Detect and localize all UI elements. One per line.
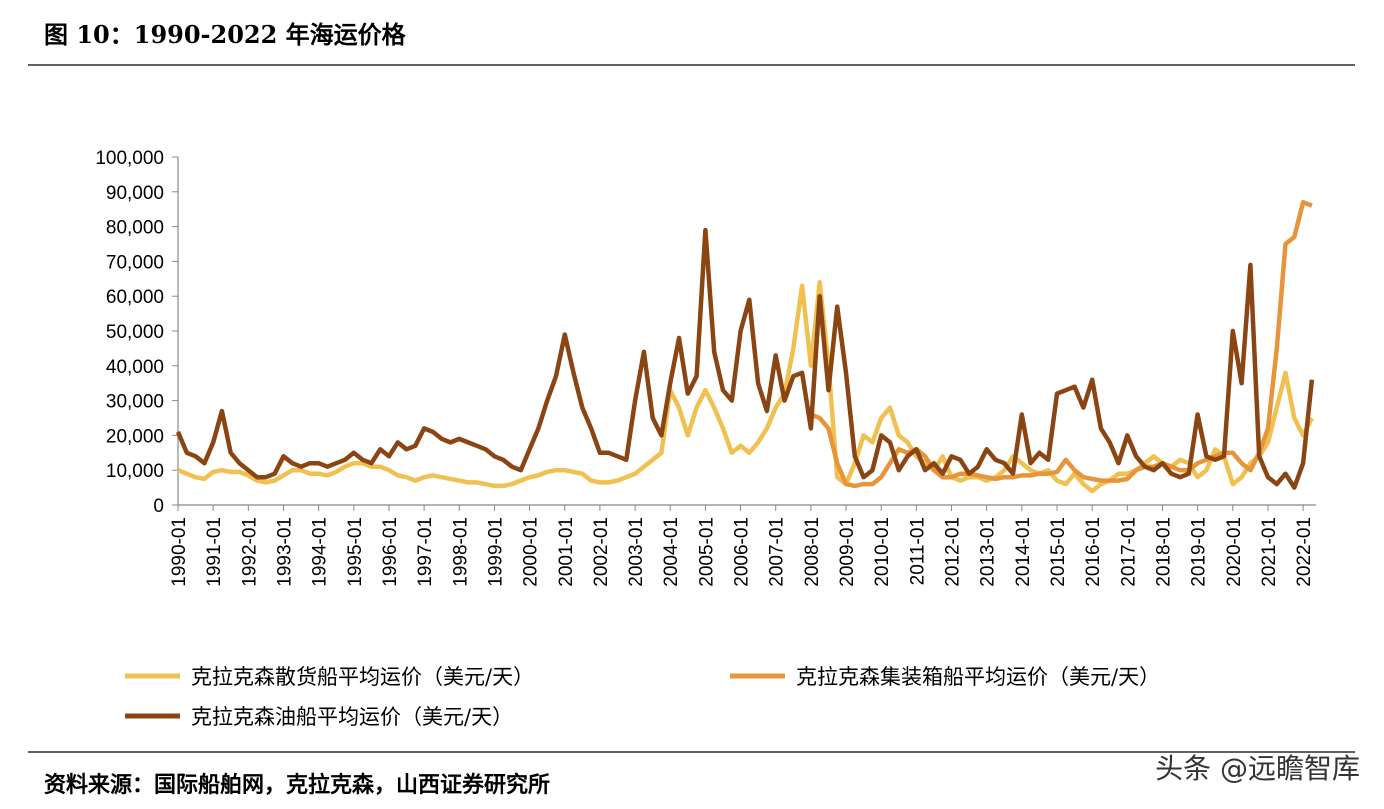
series-line <box>177 280 1314 494</box>
legend-label: 克拉克森集装箱船平均运价（美元/天） <box>796 665 1160 689</box>
x-tick-label: 1998-01 <box>450 517 471 587</box>
legend-label: 克拉克森散货船平均运价（美元/天） <box>191 665 534 689</box>
x-tick-label: 1997-01 <box>415 517 436 587</box>
y-tick-label: 100,000 <box>95 148 164 169</box>
x-tick-label: 2016-01 <box>1083 517 1104 587</box>
x-tick-label: 1990-01 <box>169 517 190 587</box>
x-tick-label: 1996-01 <box>380 517 401 587</box>
x-tick-label: 1992-01 <box>239 517 260 587</box>
x-tick-label: 2011-01 <box>907 517 928 585</box>
watermark: 头条 @远瞻智库 <box>1155 752 1360 785</box>
legend-label: 克拉克森油船平均运价（美元/天） <box>191 705 513 729</box>
x-tick-label: 2006-01 <box>732 517 753 587</box>
x-tick-label: 2008-01 <box>802 517 823 587</box>
source: 资料来源：国际船舶网，克拉克森，山西证券研究所 <box>44 772 550 798</box>
y-tick-label: 80,000 <box>106 218 164 239</box>
y-tick-label: 60,000 <box>106 287 164 308</box>
x-tick-label: 2002-01 <box>591 517 612 587</box>
y-tick-label: 10,000 <box>106 461 164 482</box>
x-tick-label: 2012-01 <box>943 517 964 587</box>
figure-title: 图 10：1990-2022 年海运价格 <box>44 20 407 49</box>
y-tick-label: 70,000 <box>106 252 164 273</box>
x-tick-label: 2005-01 <box>696 517 717 587</box>
x-tick-label: 2022-01 <box>1294 517 1315 587</box>
x-tick-label: 2014-01 <box>1013 517 1034 587</box>
x-tick-label: 2015-01 <box>1048 517 1069 587</box>
x-tick-label: 2004-01 <box>661 517 682 587</box>
x-tick-label: 1994-01 <box>310 517 331 587</box>
y-tick-label: 20,000 <box>106 426 164 447</box>
x-tick-label: 2007-01 <box>767 517 788 587</box>
y-tick-label: 0 <box>153 496 164 517</box>
x-tick-label: 2009-01 <box>837 517 858 587</box>
x-tick-label: 2017-01 <box>1118 517 1139 587</box>
x-tick-label: 2003-01 <box>626 517 647 587</box>
y-tick-label: 50,000 <box>106 322 164 343</box>
x-tick-label: 2018-01 <box>1153 517 1174 587</box>
x-tick-label: 1995-01 <box>345 517 366 587</box>
x-tick-label: 2020-01 <box>1224 517 1245 587</box>
x-tick-label: 2010-01 <box>872 517 893 587</box>
x-tick-label: 2019-01 <box>1189 517 1210 587</box>
y-tick-label: 40,000 <box>106 357 164 378</box>
y-tick-label: 90,000 <box>106 183 164 204</box>
x-tick-label: 1993-01 <box>274 517 295 587</box>
x-tick-label: 1999-01 <box>485 517 506 587</box>
x-tick-label: 2021-01 <box>1259 517 1280 587</box>
y-tick-label: 30,000 <box>106 392 164 413</box>
x-tick-label: 1991-01 <box>204 517 225 587</box>
series-line <box>175 227 1315 490</box>
x-tick-label: 2001-01 <box>556 517 577 587</box>
x-tick-label: 2013-01 <box>978 517 999 587</box>
x-tick-label: 2000-01 <box>521 517 542 587</box>
